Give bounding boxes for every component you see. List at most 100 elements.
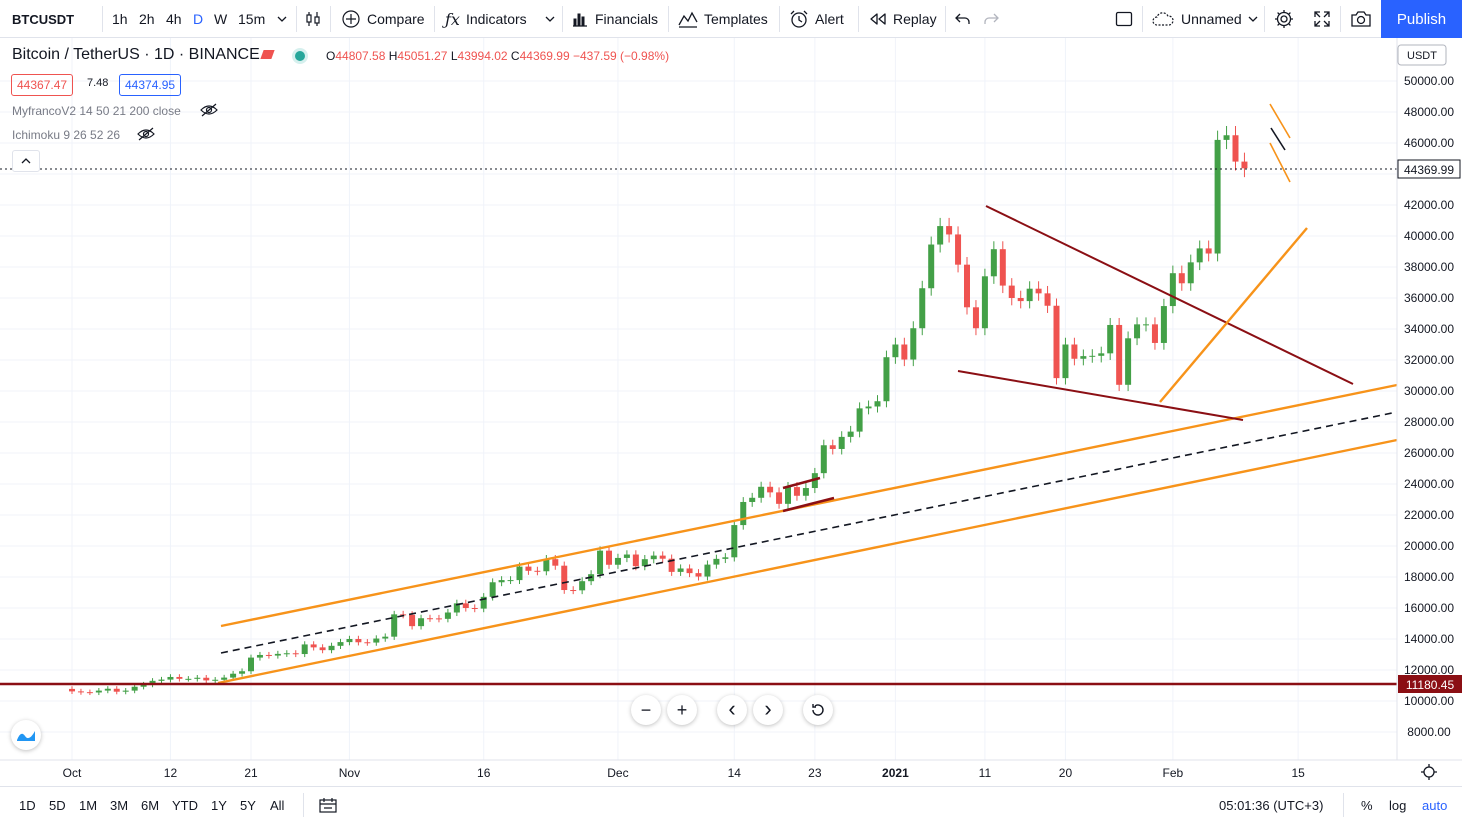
candle xyxy=(471,604,478,613)
range-3m[interactable]: 3M xyxy=(110,787,128,823)
interval-15m[interactable]: 15m xyxy=(238,0,265,38)
settings-button[interactable] xyxy=(1273,0,1295,38)
percent-label: % xyxy=(1361,797,1373,813)
range-6m[interactable]: 6M xyxy=(141,787,159,823)
save-layout-button[interactable]: Unnamed xyxy=(1151,0,1242,38)
candle xyxy=(829,439,836,455)
templates-button[interactable]: Templates xyxy=(678,0,768,38)
chart-type-button[interactable] xyxy=(304,0,322,38)
fullscreen-button[interactable] xyxy=(1313,0,1331,38)
bar-chart-icon xyxy=(573,13,587,27)
compare-button[interactable]: Compare xyxy=(341,0,425,38)
candle xyxy=(346,635,353,646)
range-ytd[interactable]: YTD xyxy=(172,787,198,823)
candle xyxy=(614,553,621,569)
range-5d[interactable]: 5D xyxy=(49,787,66,823)
range-label: 1Y xyxy=(211,797,227,813)
undo-button[interactable] xyxy=(955,0,971,38)
alert-label: Alert xyxy=(815,11,844,27)
financials-button[interactable]: Financials xyxy=(571,0,658,38)
candle-body xyxy=(418,618,425,627)
indicators-button[interactable]: ƒx Indicators xyxy=(445,0,527,38)
reset-chart-button[interactable] xyxy=(803,695,833,725)
replay-button[interactable]: Replay xyxy=(869,0,937,38)
snapshot-button[interactable] xyxy=(1350,0,1372,38)
price-tick-label: 38000.00 xyxy=(1404,260,1454,274)
candle-body xyxy=(176,676,183,679)
price-tick-label: 20000.00 xyxy=(1404,539,1454,553)
auto-scale-toggle[interactable]: auto xyxy=(1422,787,1447,823)
candle xyxy=(167,674,174,683)
hline-price-badge xyxy=(1398,675,1462,693)
minus-icon: − xyxy=(640,699,652,720)
candle-body xyxy=(113,688,120,692)
interval-1h[interactable]: 1h xyxy=(112,0,128,38)
candle-body xyxy=(400,614,407,616)
candle-body xyxy=(838,436,845,449)
candle-body xyxy=(301,644,308,655)
candle-body xyxy=(525,566,532,571)
mini-flag-lower xyxy=(1269,142,1291,183)
candle-body xyxy=(1134,324,1141,339)
candle-body xyxy=(391,614,398,637)
candle xyxy=(69,686,75,694)
interval-dropdown[interactable] xyxy=(276,0,288,38)
auto-label: auto xyxy=(1422,797,1448,813)
candle-body xyxy=(319,647,326,651)
price-chart[interactable]: 8000.00 10000.00 12000.00 14000.00 16000.00 1… xyxy=(0,38,1462,785)
candle xyxy=(1232,125,1239,171)
time-tick-label: 12 xyxy=(164,766,178,780)
symbol-search[interactable]: BTCUSDT xyxy=(12,0,74,38)
scroll-right-button[interactable]: › xyxy=(753,695,783,725)
price-tick-label: 8000.00 xyxy=(1407,725,1451,739)
axis-settings-button[interactable] xyxy=(1421,764,1437,780)
candle xyxy=(212,677,219,684)
candle xyxy=(1196,240,1203,271)
candle-body xyxy=(77,691,84,693)
interval-label: D xyxy=(193,11,204,27)
candle-body xyxy=(1143,324,1149,326)
fullscreen-icon xyxy=(1314,11,1330,27)
candle xyxy=(203,674,210,684)
interval-d[interactable]: D xyxy=(193,0,203,38)
rewind-icon xyxy=(870,13,886,25)
time-tick-label: 11 xyxy=(979,766,992,780)
interval-label: W xyxy=(214,11,228,27)
candle xyxy=(328,642,335,654)
candle-body xyxy=(829,445,836,449)
candles xyxy=(69,125,1248,696)
publish-button[interactable]: Publish xyxy=(1381,0,1462,38)
candle-body xyxy=(131,686,138,691)
range-all[interactable]: All xyxy=(270,787,284,823)
candle-body xyxy=(1232,135,1239,162)
divider xyxy=(779,6,780,32)
candle xyxy=(901,337,908,367)
interval-2h[interactable]: 2h xyxy=(139,0,155,38)
candle xyxy=(847,425,854,443)
candle-body xyxy=(704,564,711,577)
indicators-dropdown[interactable] xyxy=(544,0,556,38)
range-1d[interactable]: 1D xyxy=(19,787,36,823)
range-5y[interactable]: 5Y xyxy=(240,787,256,823)
candle-body xyxy=(543,559,550,572)
zoom-out-button[interactable]: − xyxy=(631,695,661,725)
alert-button[interactable]: Alert xyxy=(789,0,844,38)
candle xyxy=(1214,130,1221,262)
layout-select-button[interactable] xyxy=(1115,0,1133,38)
date-range-button[interactable] xyxy=(319,787,337,823)
percent-scale-toggle[interactable]: % xyxy=(1361,787,1373,823)
tradingview-logo[interactable] xyxy=(11,720,41,750)
range-1y[interactable]: 1Y xyxy=(211,787,227,823)
zoom-in-button[interactable]: + xyxy=(667,695,697,725)
interval-4h[interactable]: 4h xyxy=(166,0,182,38)
divider xyxy=(434,6,435,32)
redo-button[interactable] xyxy=(983,0,999,38)
candle-body xyxy=(579,581,586,591)
clock-timezone[interactable]: 05:01:36 (UTC+3) xyxy=(1219,787,1323,823)
range-1m[interactable]: 1M xyxy=(79,787,97,823)
interval-w[interactable]: W xyxy=(214,0,227,38)
scroll-left-button[interactable]: ‹ xyxy=(717,695,747,725)
layout-dropdown[interactable] xyxy=(1247,0,1259,38)
time-tick-label: 2021 xyxy=(882,766,909,780)
log-scale-toggle[interactable]: log xyxy=(1389,787,1406,823)
